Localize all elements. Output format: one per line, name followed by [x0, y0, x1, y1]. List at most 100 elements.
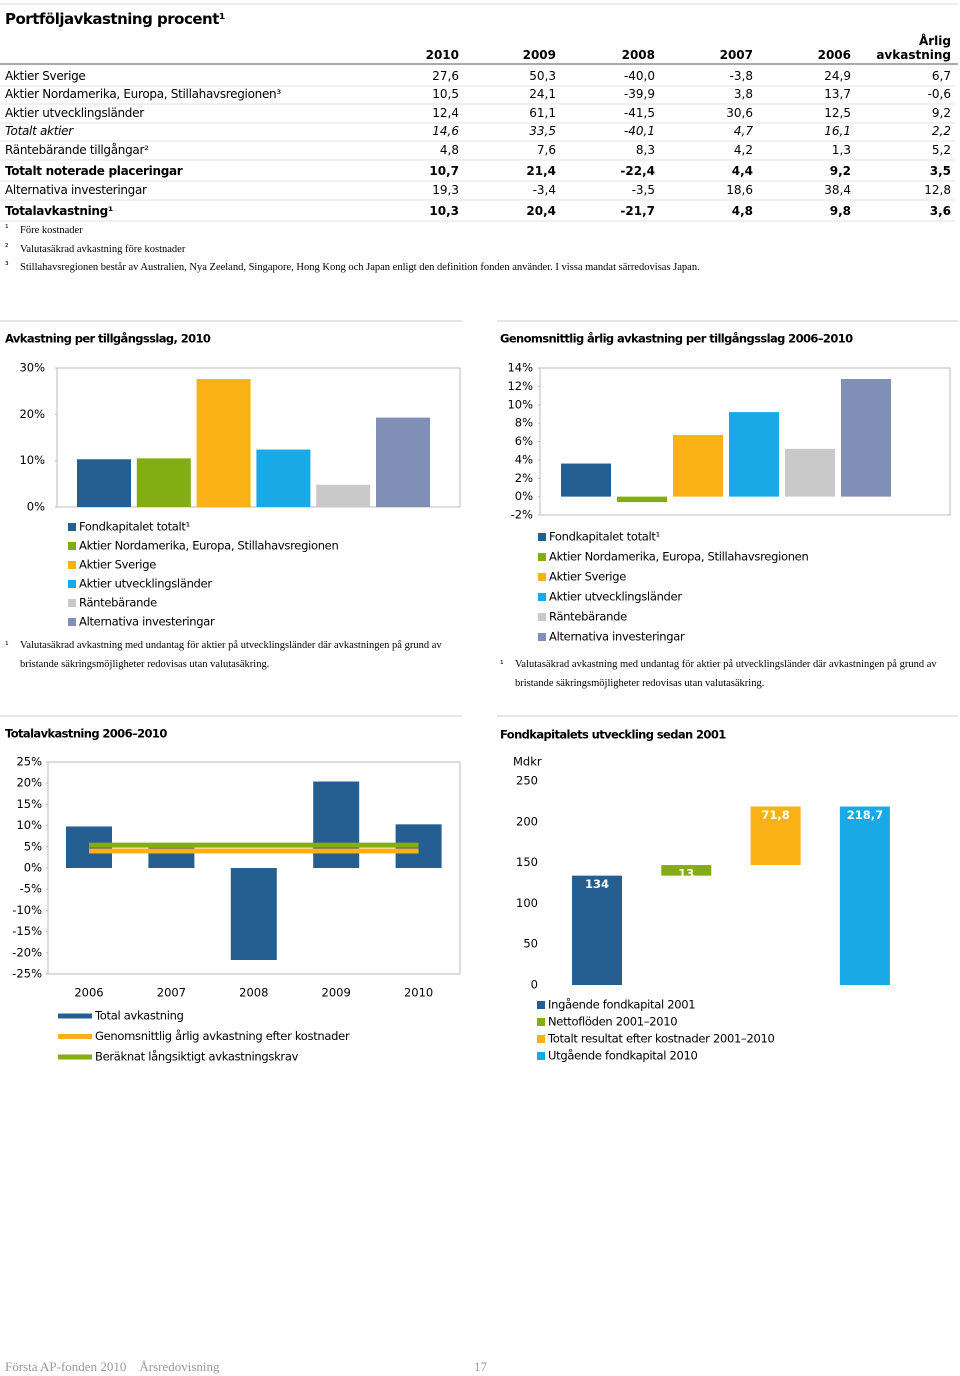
cell: 24,1 — [529, 87, 556, 101]
y-tick-label: 20% — [16, 776, 42, 790]
cell: 18,6 — [726, 183, 753, 197]
cell: 12,8 — [924, 183, 951, 197]
cell: -40,1 — [623, 124, 655, 138]
bar — [136, 458, 191, 507]
bar — [729, 412, 779, 497]
y-tick-label: -20% — [12, 945, 42, 959]
chart-title: Totalavkastning 2006–2010 — [5, 727, 167, 741]
cell: 33,5 — [529, 124, 556, 138]
value-label: 134 — [585, 877, 609, 891]
bar — [617, 496, 667, 503]
y-tick-label: -15% — [12, 924, 42, 938]
y-tick-label: 10% — [19, 453, 45, 467]
y-tick-label: 10% — [507, 397, 533, 411]
cell: 12,4 — [432, 106, 459, 120]
legend-label: Alternativa investeringar — [549, 630, 685, 644]
row-label: Räntebärande tillgångar² — [5, 143, 149, 157]
cell: 4,2 — [733, 143, 753, 157]
y-tick-label: -2% — [511, 508, 533, 522]
legend-label: Aktier utvecklingsländer — [549, 590, 682, 604]
x-tick-label: 2007 — [157, 986, 186, 1000]
cell: 9,2 — [931, 106, 951, 120]
value-label: 13 — [678, 867, 694, 881]
cell: -0,6 — [927, 87, 951, 101]
column-header: 2006 — [817, 48, 851, 62]
y-tick-label: 0 — [531, 978, 538, 992]
y-tick-label: 30% — [19, 361, 45, 375]
cell: 4,8 — [439, 143, 459, 157]
x-tick-label: 2009 — [322, 986, 351, 1000]
bar — [839, 806, 890, 985]
cell: 1,3 — [831, 143, 851, 157]
cell: 4,7 — [733, 124, 753, 138]
y-tick-label: 0% — [27, 500, 45, 514]
column-header: 2008 — [621, 48, 655, 62]
footnote: Stillahavsregionen består av Australien,… — [20, 262, 700, 273]
y-tick-label: 100 — [516, 896, 538, 910]
legend-label: Räntebärande — [549, 610, 627, 624]
cell: 9,2 — [829, 164, 851, 178]
bar — [673, 435, 723, 497]
cell: 4,8 — [731, 204, 753, 218]
legend-label: Beräknat långsiktigt avkastningskrav — [95, 1050, 299, 1064]
y-tick-label: 12% — [507, 379, 533, 393]
bar — [750, 806, 801, 866]
cell: 19,3 — [432, 183, 459, 197]
y-tick-label: 2% — [515, 471, 533, 485]
cell: 3,8 — [733, 87, 753, 101]
chart-title: Avkastning per tillgångsslag, 2010 — [5, 332, 211, 346]
cell: 13,7 — [824, 87, 851, 101]
note-marker: ¹ — [5, 641, 9, 651]
x-tick-label: 2008 — [239, 986, 268, 1000]
row-label: Alternativa investeringar — [5, 183, 147, 197]
legend-swatch — [68, 618, 76, 626]
legend-swatch — [537, 1001, 545, 1009]
column-header: 2009 — [522, 48, 556, 62]
legend-label: Fondkapitalet totalt¹ — [549, 530, 660, 544]
row-label: Aktier Sverige — [5, 69, 86, 83]
cell: 8,3 — [635, 143, 655, 157]
footnote: Valutasäkrad avkastning före kostnader — [20, 244, 186, 255]
row-label: Totalt aktier — [5, 124, 73, 138]
cell: 3,5 — [929, 164, 951, 178]
y-tick-label: 5% — [24, 839, 42, 853]
cell: 14,6 — [432, 124, 459, 138]
legend-label: Aktier Sverige — [549, 570, 626, 584]
legend-label: Totalt resultat efter kostnader 2001–201… — [547, 1032, 775, 1046]
row-label: Aktier Nordamerika, Europa, Stillahavsre… — [5, 87, 281, 101]
y-tick-label: 20% — [19, 407, 45, 421]
y-tick-label: -5% — [20, 882, 42, 896]
bar — [256, 449, 311, 507]
y-axis-label: Mdkr — [513, 755, 542, 769]
cell: -41,5 — [623, 106, 655, 120]
footnote-marker: ¹ — [5, 224, 9, 234]
legend-swatch — [68, 599, 76, 607]
cell: 7,6 — [536, 143, 556, 157]
x-tick-label: 2006 — [74, 986, 103, 1000]
y-tick-label: 4% — [515, 452, 533, 466]
column-header: 2010 — [425, 48, 459, 62]
y-tick-label: -10% — [12, 903, 42, 917]
value-label: 218,7 — [847, 808, 883, 822]
legend-label: Nettoflöden 2001–2010 — [548, 1015, 677, 1029]
legend-label: Ingående fondkapital 2001 — [548, 998, 695, 1012]
chart-title: Genomsnittlig årlig avkastning per tillg… — [500, 332, 853, 346]
y-tick-label: 14% — [507, 361, 533, 375]
cell: -40,0 — [623, 69, 655, 83]
bar — [77, 459, 131, 507]
bar — [316, 484, 371, 507]
cell: 2,2 — [931, 124, 951, 138]
cell: 61,1 — [529, 106, 556, 120]
y-tick-label: 25% — [16, 755, 42, 769]
cell: -22,4 — [620, 164, 655, 178]
row-label: Totalt noterade placeringar — [5, 164, 183, 178]
y-tick-label: 10% — [16, 818, 42, 832]
legend-swatch — [538, 573, 546, 581]
bar — [572, 875, 622, 985]
legend-swatch — [538, 553, 546, 561]
row-label: Totalavkastning¹ — [5, 204, 113, 218]
cell: -39,9 — [623, 87, 655, 101]
legend-label: Utgående fondkapital 2010 — [548, 1049, 698, 1063]
